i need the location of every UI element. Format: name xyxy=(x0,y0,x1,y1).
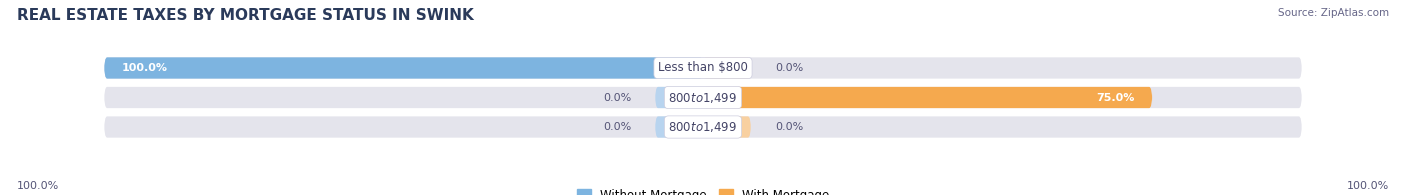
Text: 100.0%: 100.0% xyxy=(17,181,59,191)
Text: Source: ZipAtlas.com: Source: ZipAtlas.com xyxy=(1278,8,1389,18)
Text: 75.0%: 75.0% xyxy=(1095,92,1135,103)
FancyBboxPatch shape xyxy=(104,57,703,79)
Text: Less than $800: Less than $800 xyxy=(658,61,748,74)
FancyBboxPatch shape xyxy=(703,87,1152,108)
Text: 0.0%: 0.0% xyxy=(775,63,803,73)
Text: 0.0%: 0.0% xyxy=(775,122,803,132)
Text: $800 to $1,499: $800 to $1,499 xyxy=(668,90,738,105)
FancyBboxPatch shape xyxy=(703,57,751,79)
Text: 0.0%: 0.0% xyxy=(603,92,631,103)
FancyBboxPatch shape xyxy=(104,57,1302,79)
FancyBboxPatch shape xyxy=(104,87,1302,108)
Text: $800 to $1,499: $800 to $1,499 xyxy=(668,120,738,134)
Text: 100.0%: 100.0% xyxy=(122,63,169,73)
FancyBboxPatch shape xyxy=(703,116,751,138)
Legend: Without Mortgage, With Mortgage: Without Mortgage, With Mortgage xyxy=(572,184,834,195)
Text: 0.0%: 0.0% xyxy=(603,122,631,132)
Text: REAL ESTATE TAXES BY MORTGAGE STATUS IN SWINK: REAL ESTATE TAXES BY MORTGAGE STATUS IN … xyxy=(17,8,474,23)
Text: 100.0%: 100.0% xyxy=(1347,181,1389,191)
FancyBboxPatch shape xyxy=(655,116,703,138)
FancyBboxPatch shape xyxy=(104,116,1302,138)
FancyBboxPatch shape xyxy=(655,87,703,108)
